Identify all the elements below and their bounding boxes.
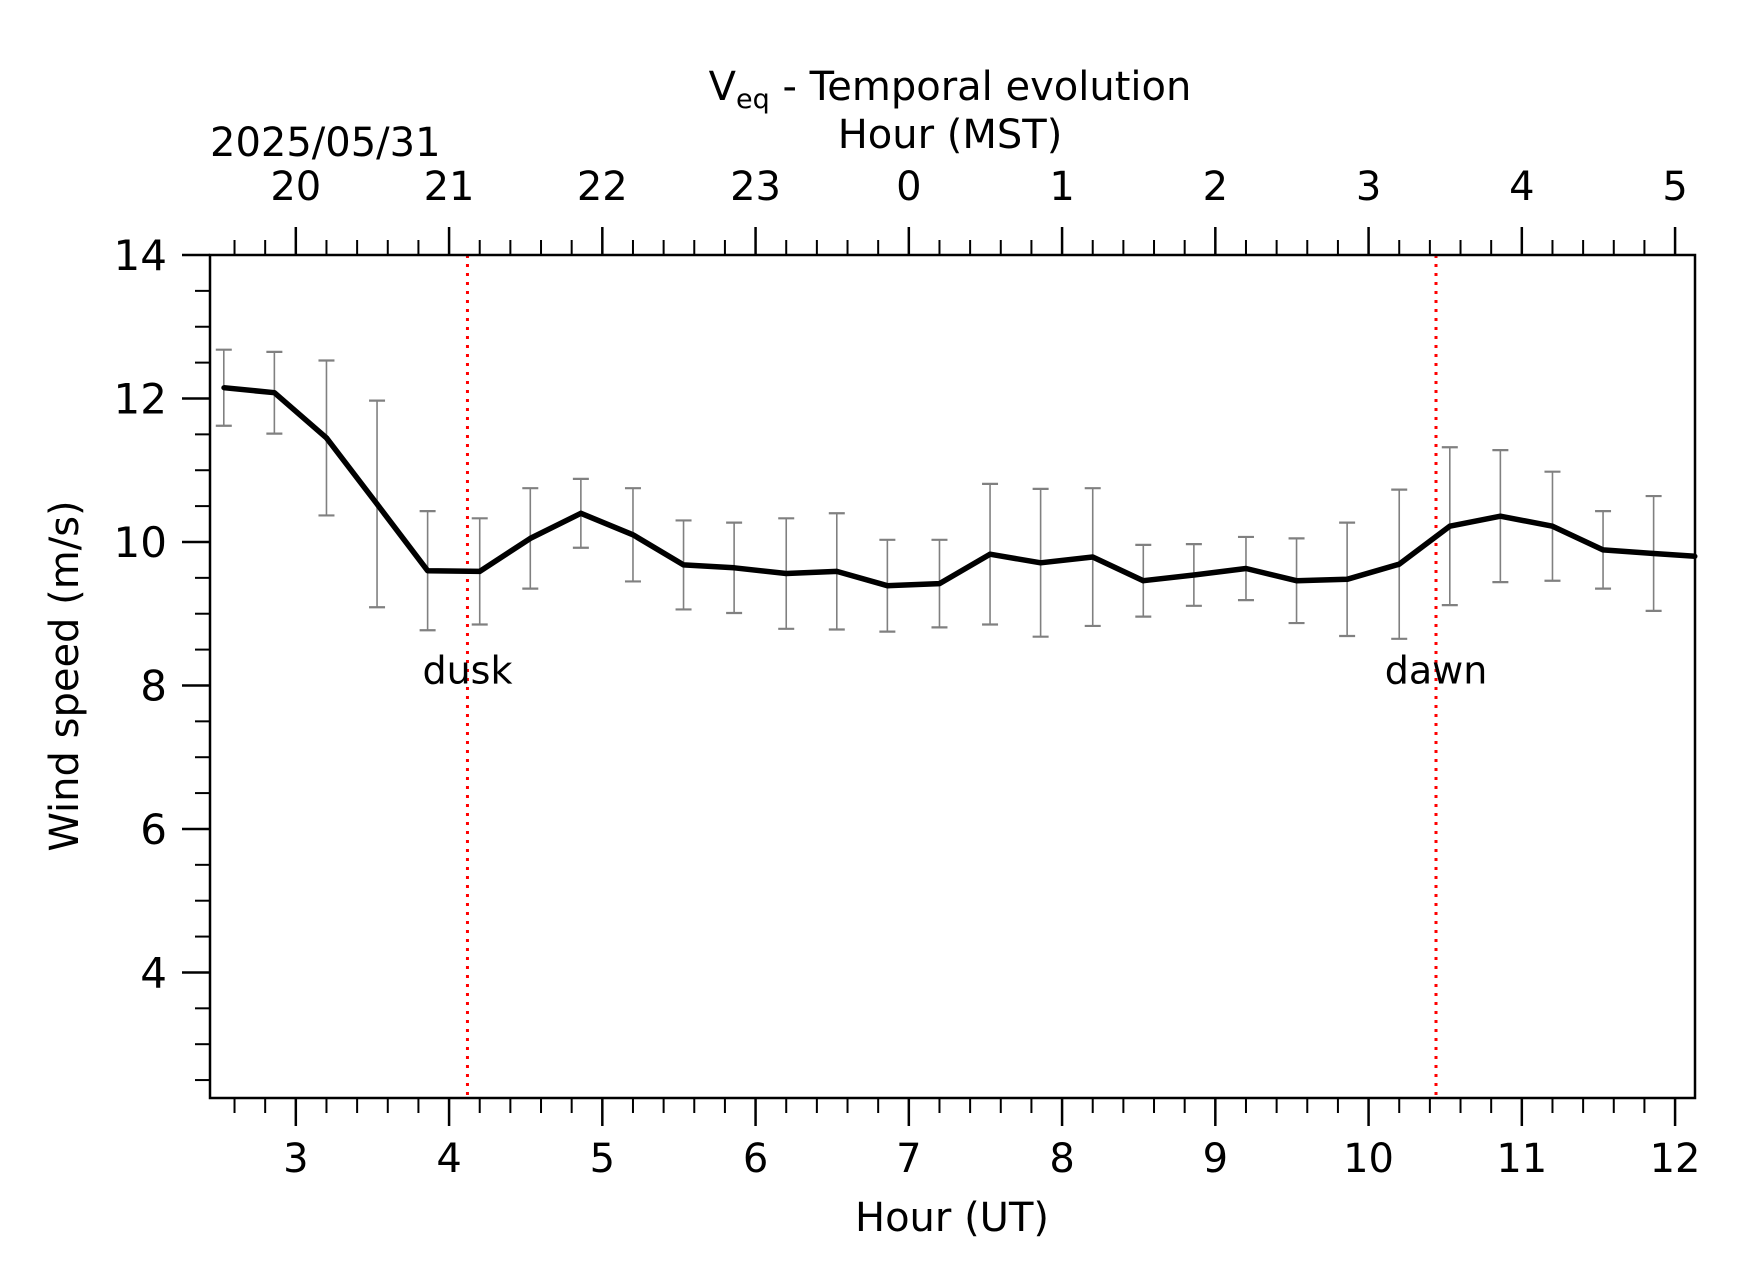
x-tick-label: 9 xyxy=(1203,1136,1228,1182)
y-tick-label: 12 xyxy=(114,374,167,423)
top-tick-label: 22 xyxy=(577,164,628,210)
top-tick-label: 4 xyxy=(1509,164,1534,210)
y-tick-label: 4 xyxy=(140,948,167,997)
series-layer xyxy=(221,384,1698,589)
x-tick-label: 6 xyxy=(743,1136,768,1182)
annotation-layer: dusk dawn xyxy=(422,648,1487,692)
top-axis-label: Hour (MST) xyxy=(838,112,1063,158)
x-tick-label: 4 xyxy=(436,1136,461,1182)
x-axis-label: Hour (UT) xyxy=(855,1195,1049,1241)
chart-title: Veq - Temporal evolution xyxy=(709,64,1192,115)
top-tick-label: 1 xyxy=(1049,164,1074,210)
vlines-layer xyxy=(465,255,1438,1098)
x-tick-label: 7 xyxy=(896,1136,921,1182)
y-tick-label: 10 xyxy=(114,518,167,567)
y-tick-label: 14 xyxy=(114,231,167,280)
x-tick-label: 11 xyxy=(1496,1136,1547,1182)
y-axis-label: Wind speed (m/s) xyxy=(42,500,88,851)
top-tick-label: 2 xyxy=(1203,164,1228,210)
event-annotation: dawn xyxy=(1385,648,1488,692)
x-tick-label: 8 xyxy=(1049,1136,1074,1182)
top-tick-label: 3 xyxy=(1356,164,1381,210)
x-tick-label: 12 xyxy=(1650,1136,1701,1182)
top-tick-label: 20 xyxy=(270,164,321,210)
plot-frame xyxy=(208,253,1697,1100)
event-annotation: dusk xyxy=(422,648,512,692)
y-tick-label: 8 xyxy=(140,661,167,710)
top-tick-label: 21 xyxy=(424,164,475,210)
x-tick-label: 3 xyxy=(283,1136,308,1182)
y-tick-label: 6 xyxy=(140,805,167,854)
x-tick-label: 5 xyxy=(590,1136,615,1182)
x-tick-label: 10 xyxy=(1343,1136,1394,1182)
date-label: 2025/05/31 xyxy=(210,120,441,166)
series-line xyxy=(223,384,1696,589)
errorbars-layer xyxy=(215,348,1662,640)
top-tick-label: 5 xyxy=(1662,164,1687,210)
top-tick-label: 0 xyxy=(896,164,921,210)
top-tick-label: 23 xyxy=(730,164,781,210)
